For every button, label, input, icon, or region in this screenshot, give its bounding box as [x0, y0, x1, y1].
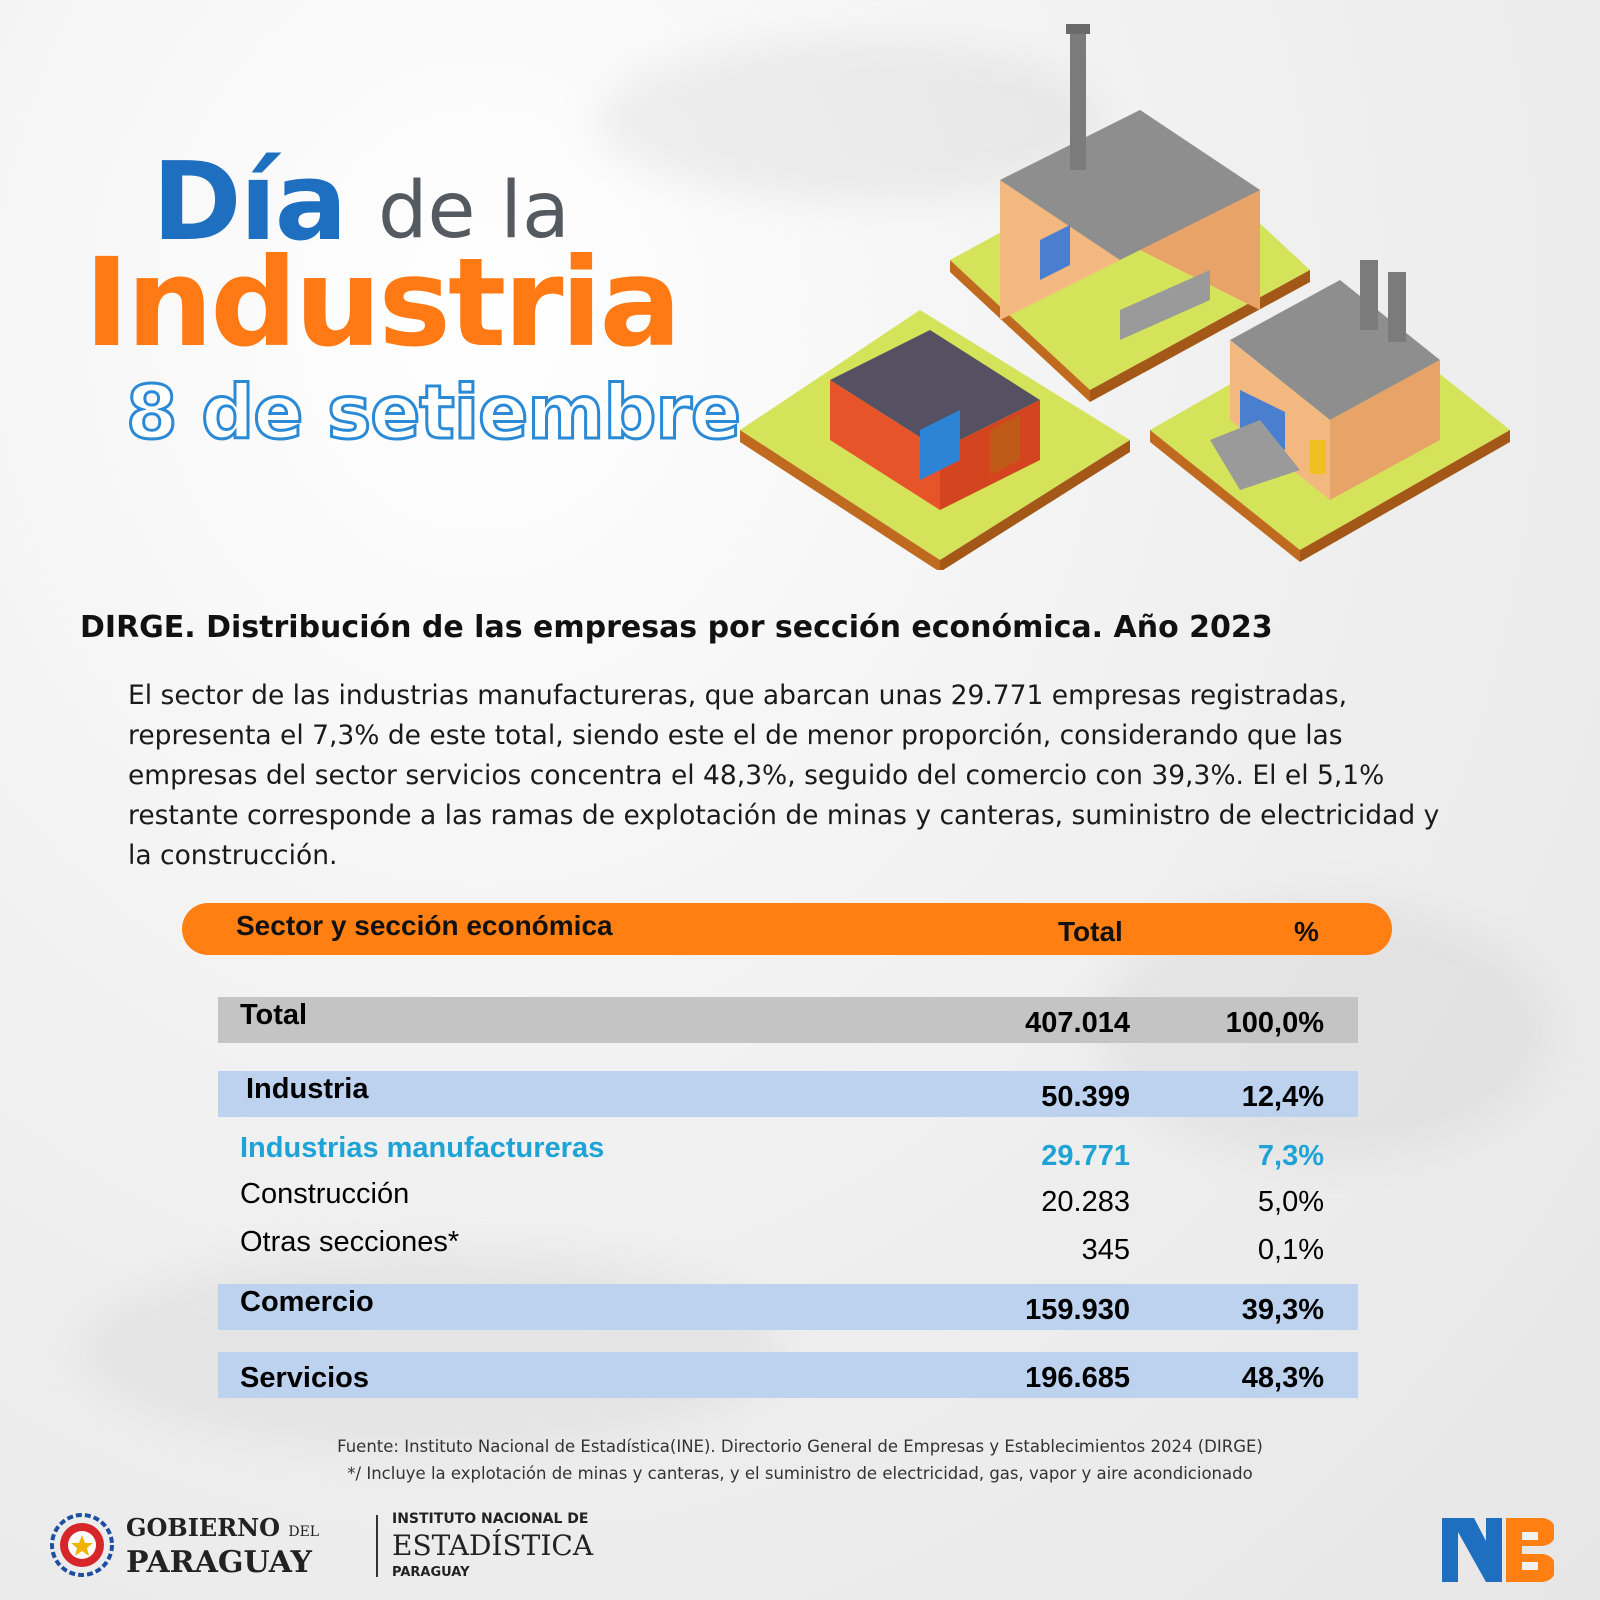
column-header-sector: Sector y sección económica [236, 910, 613, 941]
column-header-pct: % [1294, 916, 1319, 947]
column-header-total: Total [1058, 916, 1123, 947]
table-row-manufactureras: Industrias manufactureras 29.771 7,3% [218, 1130, 1358, 1176]
row-pct: 7,3% [1257, 1140, 1324, 1172]
title-dia: Día [152, 140, 348, 265]
table-row-construccion: Construcción 20.283 5,0% [218, 1176, 1358, 1222]
row-pct: 12,4% [1241, 1081, 1324, 1113]
factory-illustration [740, 24, 1510, 570]
row-label: Industrias manufactureras [240, 1132, 605, 1164]
ine-name-line3: PARAGUAY [392, 1565, 470, 1580]
table-row-otras: Otras secciones* 345 0,1% [218, 1224, 1358, 1270]
title-de-la: de la [378, 166, 570, 256]
row-total: 20.283 [1041, 1186, 1130, 1218]
source-note: Fuente: Instituto Nacional de Estadístic… [337, 1437, 1263, 1456]
table-row-total: Total 407.014 100,0% [218, 997, 1358, 1043]
title-date: 8 de setiembre [124, 369, 742, 458]
row-total: 196.685 [1025, 1362, 1130, 1394]
background-texture [80, 1250, 780, 1450]
logo-divider [376, 1515, 378, 1577]
row-label: Construcción [240, 1178, 410, 1210]
description-paragraph: El sector de las industrias manufacturer… [128, 680, 1440, 871]
factory-right [1150, 260, 1510, 562]
title-industria: Industria [84, 232, 682, 374]
row-label: Industria [246, 1073, 369, 1105]
row-pct: 5,0% [1257, 1186, 1324, 1218]
paraguay-text: PARAGUAY [126, 1545, 312, 1580]
row-label: Comercio [240, 1286, 374, 1318]
row-pct: 0,1% [1257, 1234, 1324, 1266]
factory-large [950, 24, 1310, 402]
house-red [740, 310, 1130, 570]
ine-name-line2: ESTADÍSTICA [392, 1529, 594, 1562]
footnote: */ Incluye la explotación de minas y can… [347, 1464, 1253, 1483]
table-row-industria: Industria 50.399 12,4% [218, 1071, 1358, 1117]
row-total: 407.014 [1025, 1007, 1130, 1039]
row-total: 345 [1081, 1234, 1130, 1266]
row-label: Otras secciones* [240, 1226, 460, 1258]
paraguay-seal-icon [50, 1513, 114, 1577]
table-row-servicios: Servicios 196.685 48,3% [218, 1352, 1358, 1398]
row-total: 29.771 [1041, 1140, 1130, 1172]
ine-logo-icon [1442, 1518, 1554, 1582]
table-title: DIRGE. Distribución de las empresas por … [80, 610, 1273, 645]
row-pct: 100,0% [1225, 1007, 1324, 1039]
table-row-comercio: Comercio 159.930 39,3% [218, 1284, 1358, 1330]
row-total: 50.399 [1041, 1081, 1130, 1113]
row-pct: 48,3% [1241, 1362, 1324, 1394]
table-header-bar [182, 903, 1392, 955]
row-total: 159.930 [1025, 1294, 1130, 1326]
row-label: Total [240, 999, 308, 1031]
row-pct: 39,3% [1241, 1294, 1324, 1326]
gobierno-paraguay-logo: GOBIERNO DEL PARAGUAY INSTITUTO NACIONAL… [50, 1505, 630, 1585]
ine-name-line1: INSTITUTO NACIONAL DE [392, 1511, 589, 1527]
gobierno-text: GOBIERNO DEL [126, 1513, 320, 1542]
row-label: Servicios [240, 1362, 369, 1394]
